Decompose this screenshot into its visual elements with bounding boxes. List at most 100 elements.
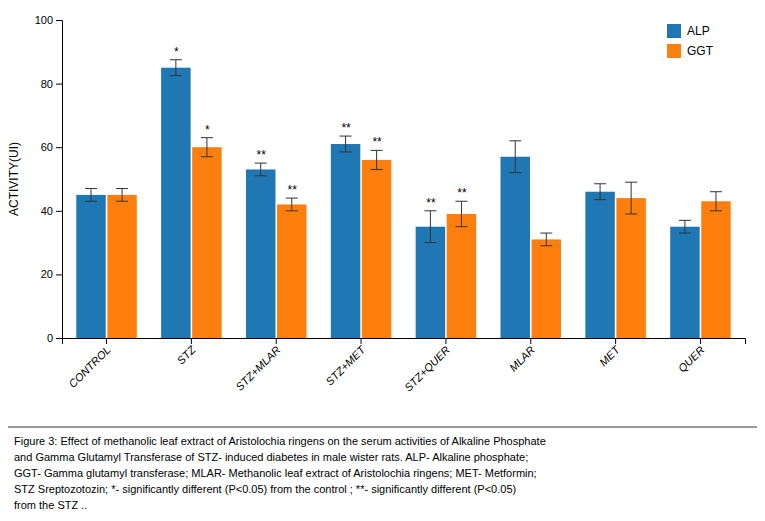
y-tick-mark [56, 84, 62, 85]
x-tick-label: STZ+MET [323, 343, 368, 388]
error-bar [340, 136, 352, 152]
error-bar [710, 192, 722, 211]
caption-line: GGT- Gamma glutamyl transferase; MLAR- M… [14, 467, 537, 479]
x-tick-mark [106, 338, 107, 344]
significance-label: * [205, 123, 210, 137]
legend: ALP GGT [667, 24, 714, 58]
x-tick: STZ+MET [323, 338, 368, 388]
significance-label: ** [426, 196, 436, 210]
y-axis: 0 20 40 60 80 100 [35, 14, 63, 344]
x-tick-mark [530, 338, 531, 344]
y-tick-mark [56, 274, 62, 275]
error-bar [85, 189, 97, 202]
error-bar [625, 182, 637, 214]
y-tick: 20 [41, 268, 62, 280]
bar [670, 227, 699, 338]
x-tick: MLAR [507, 338, 537, 374]
bar [192, 147, 221, 338]
y-tick-mark [56, 338, 62, 339]
x-tick-mark [191, 338, 192, 344]
bar [585, 192, 614, 338]
y-tick: 0 [47, 332, 62, 344]
significance-label: ** [457, 186, 467, 200]
bar [701, 201, 730, 338]
bar [501, 157, 530, 338]
legend-label: ALP [687, 24, 710, 38]
y-tick-label: 100 [35, 14, 53, 26]
y-axis-title: ACTIVITY(UI) [7, 142, 21, 216]
y-tick-label: 80 [41, 78, 53, 90]
x-tick-label: STZ+MLAR [233, 343, 282, 392]
x-tick-mark [615, 338, 616, 344]
x-tick-label: QUER [676, 343, 707, 374]
x-tick-mark [445, 338, 446, 344]
error-bar [424, 211, 436, 243]
bar [416, 227, 445, 338]
x-tick: QUER [676, 338, 707, 374]
significance-label: ** [341, 121, 351, 135]
y-tick-mark [56, 211, 62, 212]
bar [246, 169, 275, 338]
x-tick: STZ+MLAR [233, 338, 282, 393]
x-tick-mark [361, 338, 362, 344]
y-tick-mark [56, 20, 62, 21]
x-tick: MET [597, 338, 623, 368]
series [107, 138, 730, 338]
y-tick: 80 [41, 78, 62, 90]
y-tick-mark [56, 147, 62, 148]
error-bar [255, 163, 267, 176]
x-axis: CONTROL STZ STZ+MLAR STZ+MET STZ+QUER MLAR MET… [63, 338, 746, 394]
y-axis-line [56, 21, 63, 339]
legend-label: GGT [687, 44, 714, 58]
significance-label: * [174, 45, 179, 59]
chart: 0 20 40 60 80 100 CONTROL STZ STZ+MLAR STZ+MET STZ… [0, 0, 765, 521]
caption-line: STZ Sreptozotozin; *- significantly diff… [14, 483, 516, 495]
bar [362, 160, 391, 338]
error-bar [594, 184, 606, 200]
significance-label: ** [372, 135, 382, 149]
error-bar [201, 138, 213, 157]
plot-area [76, 60, 730, 338]
x-tick: STZ+QUER [402, 338, 452, 394]
error-bar [455, 201, 467, 226]
error-bar [679, 220, 691, 233]
x-tick-label: STZ [174, 343, 198, 367]
bar [616, 198, 645, 338]
y-tick-label: 0 [47, 332, 53, 344]
legend-swatch [667, 24, 681, 38]
x-tick-label: MLAR [507, 343, 537, 373]
bar [532, 239, 561, 338]
error-bar [509, 141, 521, 173]
y-tick-label: 60 [41, 141, 53, 153]
y-tick: 100 [35, 14, 62, 26]
bar [277, 204, 306, 338]
x-tick-mark [700, 338, 701, 344]
legend-item: ALP [667, 24, 710, 38]
x-axis-line [63, 339, 746, 345]
y-tick: 60 [41, 141, 62, 153]
error-bar [286, 198, 298, 211]
error-bar [116, 189, 128, 202]
caption-line: Figure 3: Effect of methanolic leaf extr… [14, 435, 546, 447]
bar [107, 195, 136, 338]
x-tick-label: STZ+QUER [402, 343, 452, 393]
separator [8, 427, 757, 428]
bar [76, 195, 105, 338]
bar [331, 144, 360, 338]
significance-labels: ************** [174, 45, 467, 210]
caption-line: and Gamma Glutamyl Transferase of STZ- i… [14, 451, 528, 463]
bar [447, 214, 476, 338]
bar [161, 68, 190, 338]
significance-label: ** [287, 183, 297, 197]
x-tick-label: MET [597, 343, 623, 369]
legend-item: GGT [667, 44, 714, 58]
significance-label: ** [256, 148, 266, 162]
error-bar [170, 60, 182, 76]
y-tick-label: 40 [41, 205, 53, 217]
error-bar [371, 150, 383, 169]
x-tick: STZ [174, 338, 198, 367]
x-tick: CONTROL [66, 338, 113, 390]
y-tick-label: 20 [41, 268, 53, 280]
y-tick: 40 [41, 205, 62, 217]
x-tick-mark [276, 338, 277, 344]
